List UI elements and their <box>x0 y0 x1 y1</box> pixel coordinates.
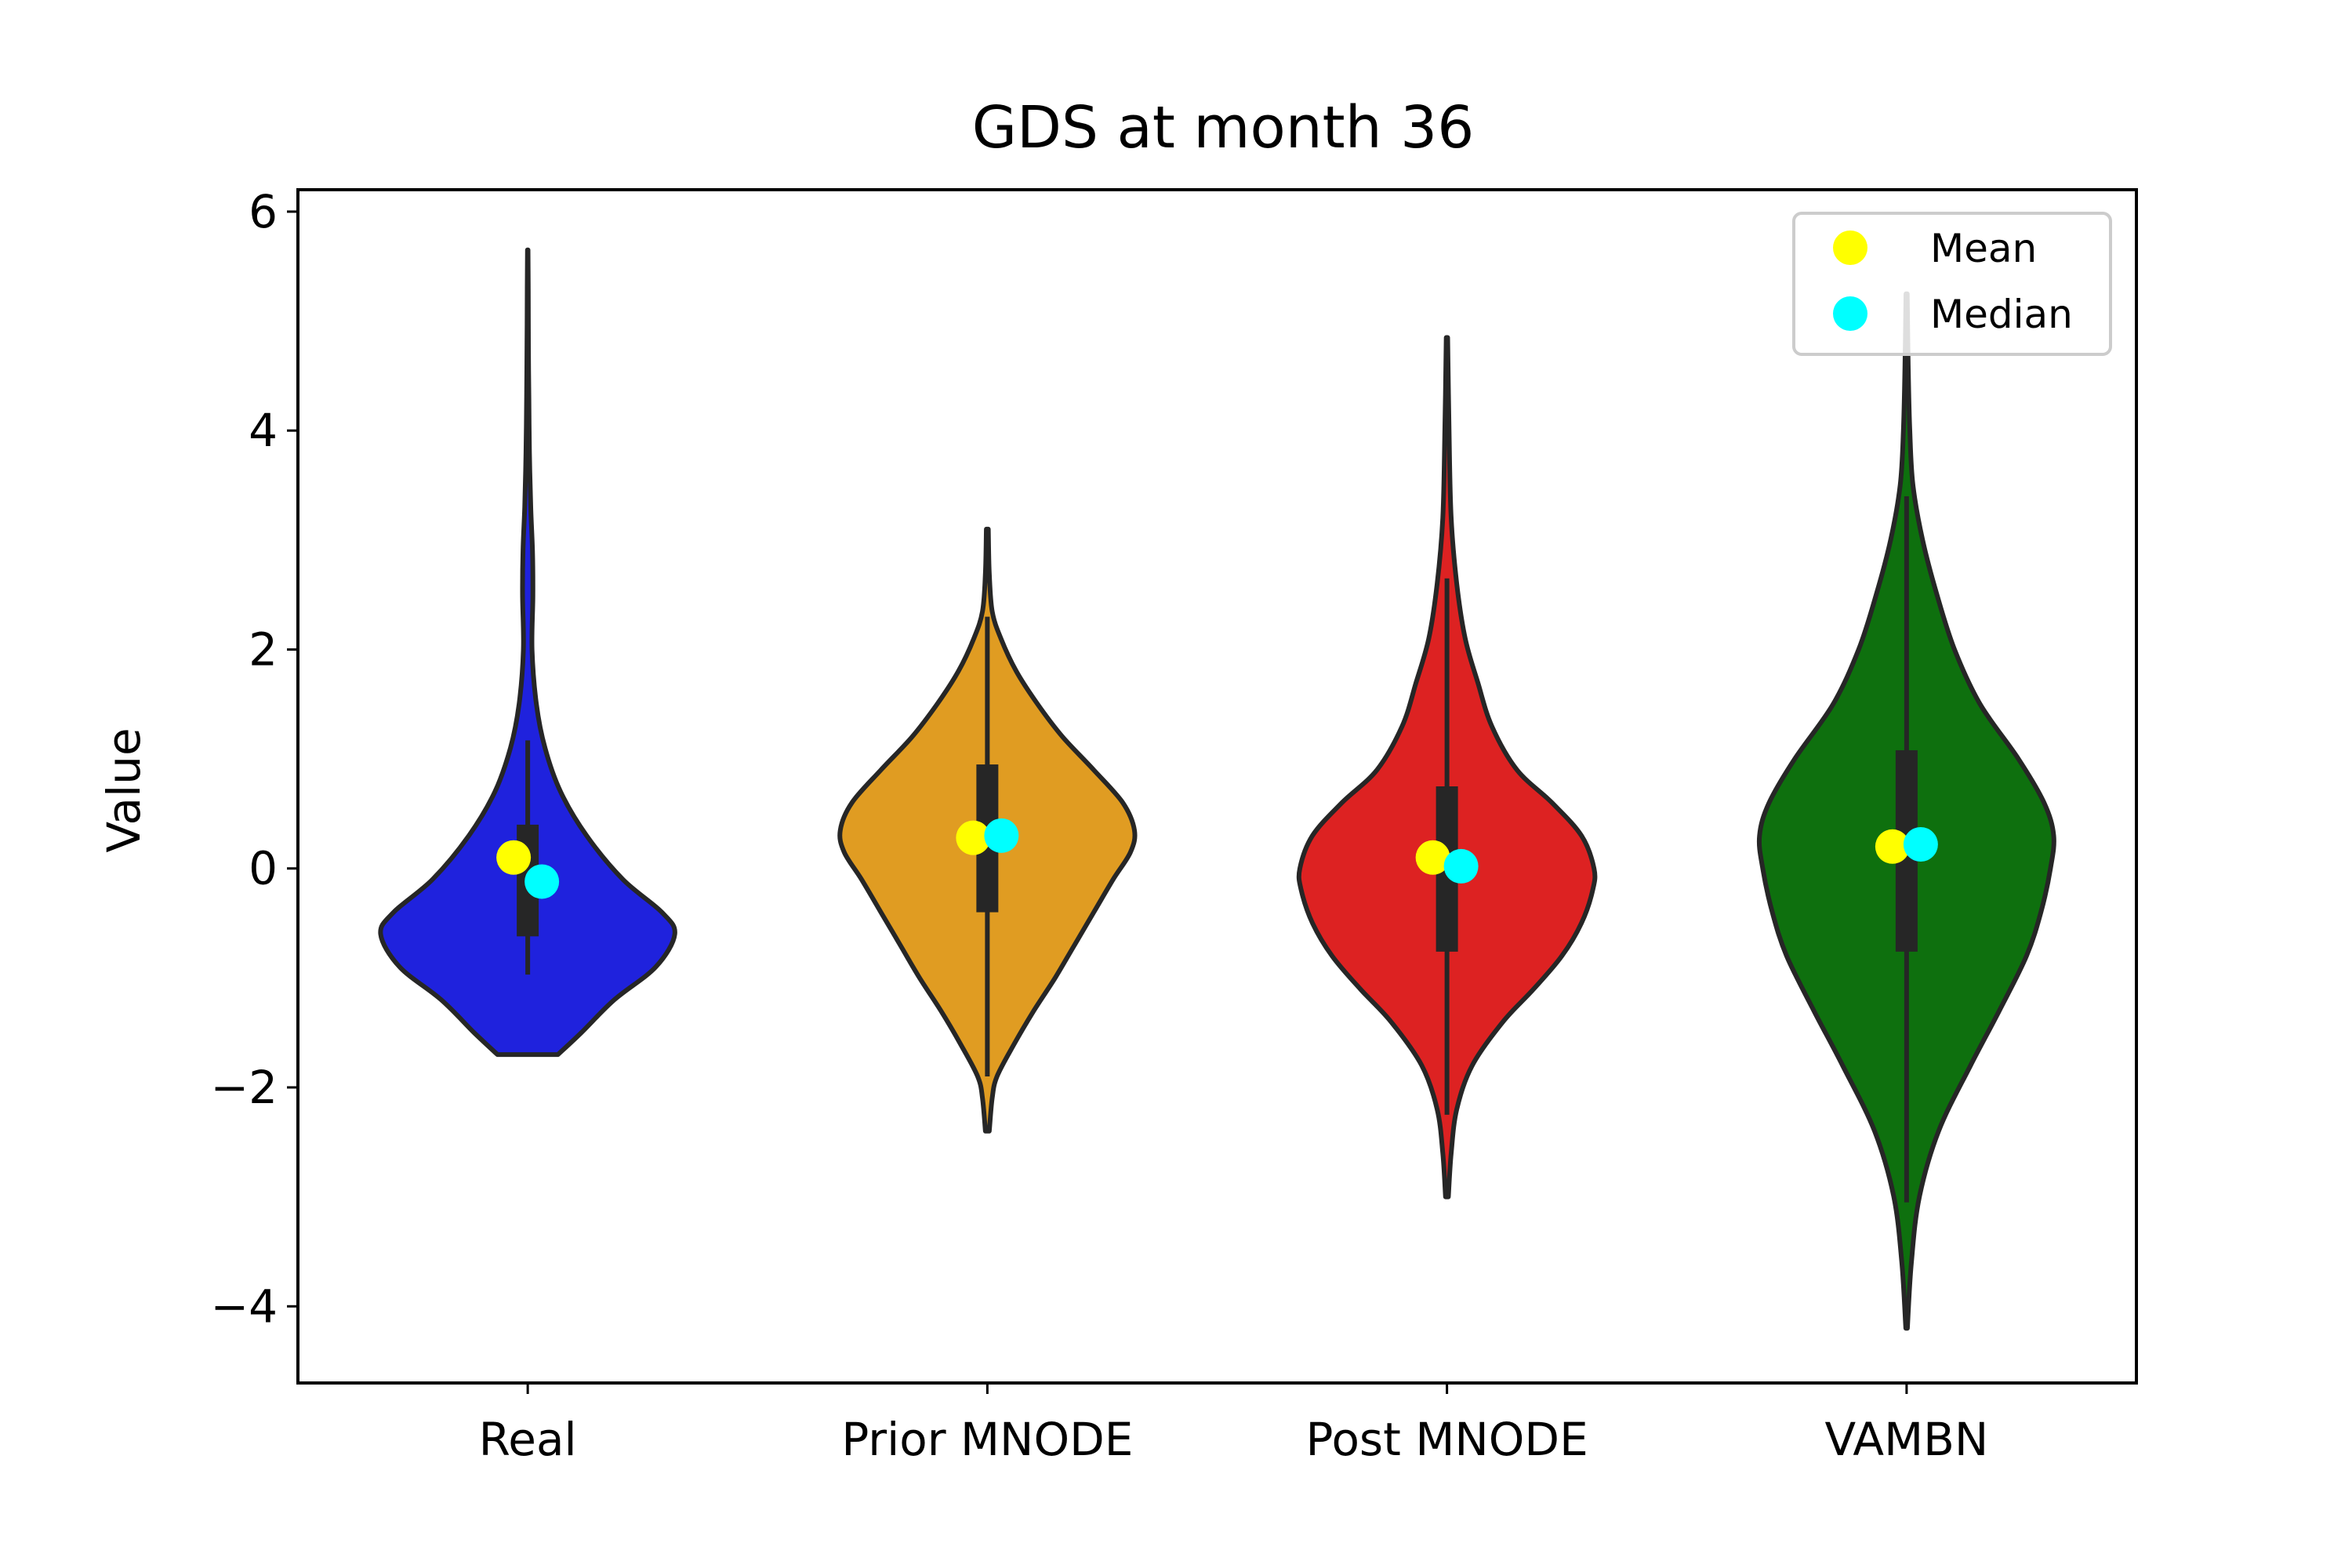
y-axis-label: Value <box>97 728 151 852</box>
y-tick-label: 4 <box>249 404 278 457</box>
y-tick-label: 2 <box>249 622 278 676</box>
x-tick-label: Real <box>479 1413 577 1466</box>
y-tick-label: −4 <box>211 1279 278 1333</box>
y-tick-label: 0 <box>249 842 278 895</box>
violin-group <box>840 529 1134 1131</box>
x-axis: Real Prior MNODE Post MNODE VAMBN <box>479 1383 1989 1466</box>
median-marker <box>524 864 559 898</box>
median-marker <box>1444 849 1479 884</box>
y-axis: −4 −2 0 2 4 6 <box>211 185 299 1333</box>
legend: Mean Median <box>1794 213 2111 354</box>
mean-marker <box>496 840 531 875</box>
median-marker <box>1904 827 1938 862</box>
violin-group <box>1759 294 2054 1329</box>
x-tick-label: Post MNODE <box>1306 1413 1588 1466</box>
violin-group <box>380 250 675 1054</box>
y-tick-label: 6 <box>249 185 278 238</box>
legend-marker <box>1833 230 1867 265</box>
legend-label: Median <box>1930 292 2073 337</box>
violins-layer <box>380 250 2053 1328</box>
chart-title: GDS at month 36 <box>972 94 1475 162</box>
x-tick-label: Prior MNODE <box>841 1413 1133 1466</box>
x-tick-label: VAMBN <box>1824 1413 1988 1466</box>
median-marker <box>984 818 1018 853</box>
legend-marker <box>1833 296 1867 331</box>
violin-group <box>1299 338 1595 1197</box>
y-tick-label: −2 <box>211 1061 278 1114</box>
legend-label: Mean <box>1930 226 2037 271</box>
